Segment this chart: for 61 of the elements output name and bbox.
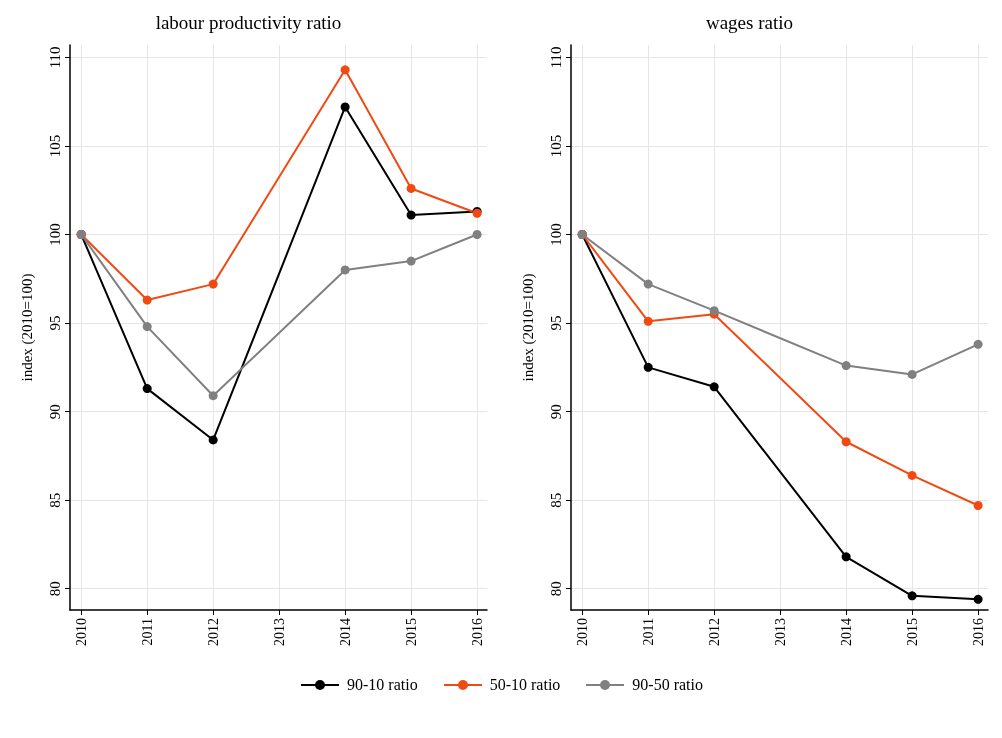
y-tick-label: 90 <box>46 404 63 420</box>
y-tick-label: 105 <box>547 134 564 158</box>
point <box>841 361 851 371</box>
point <box>208 391 218 401</box>
y-axis-title: index (2010=100) <box>519 273 537 382</box>
y-tick-label: 105 <box>46 134 63 158</box>
y-tick-label: 110 <box>46 46 63 69</box>
x-tick-label: 2011 <box>139 618 155 646</box>
legend-label: 50-10 ratio <box>489 676 561 694</box>
legend-label: 90-10 ratio <box>347 676 418 694</box>
point <box>643 362 653 372</box>
x-tick-label: 2013 <box>271 618 287 646</box>
y-axis-title: index (2010=100) <box>18 273 36 382</box>
point <box>973 339 983 349</box>
point <box>709 382 719 392</box>
legend-label: 90-50 ratio <box>632 676 703 694</box>
chart-title: labour productivity ratio <box>155 12 342 33</box>
x-tick-label: 2015 <box>904 618 920 646</box>
point <box>973 501 983 510</box>
x-tick-label: 2015 <box>403 618 419 646</box>
x-tick-label: 2014 <box>838 618 854 646</box>
y-tick-label: 85 <box>46 492 63 508</box>
y-tick-label: 90 <box>547 404 564 420</box>
y-tick-label: 95 <box>46 315 63 331</box>
x-tick-label: 2013 <box>772 618 788 646</box>
point <box>142 384 152 394</box>
point <box>340 265 350 275</box>
point <box>406 256 416 266</box>
y-tick-label: 110 <box>547 46 564 69</box>
point <box>973 594 983 604</box>
y-tick-label: 80 <box>547 581 564 597</box>
point <box>406 210 416 220</box>
point <box>472 230 482 240</box>
point <box>208 279 218 289</box>
point <box>208 435 218 445</box>
point <box>841 552 851 562</box>
x-tick-label: 2014 <box>337 618 353 646</box>
point <box>643 279 653 289</box>
point <box>643 316 653 326</box>
point <box>406 183 416 193</box>
x-tick-label: 2012 <box>706 618 722 646</box>
y-tick-label: 85 <box>547 492 564 508</box>
x-tick-label: 2016 <box>469 618 485 646</box>
point <box>907 470 917 480</box>
x-tick-label: 2010 <box>574 618 590 646</box>
point <box>340 65 350 75</box>
y-tick-label: 80 <box>46 581 63 597</box>
point <box>841 437 851 447</box>
point <box>907 591 917 601</box>
chart-title: wages ratio <box>705 12 794 33</box>
point <box>142 295 152 305</box>
point <box>907 369 917 379</box>
x-tick-label: 2016 <box>970 618 986 646</box>
point <box>340 102 350 112</box>
y-tick-label: 100 <box>547 223 564 246</box>
x-tick-label: 2012 <box>205 618 221 646</box>
x-tick-label: 2010 <box>73 618 89 646</box>
x-tick-label: 2011 <box>640 618 656 646</box>
y-tick-label: 95 <box>547 315 564 331</box>
point <box>142 322 152 332</box>
y-tick-label: 100 <box>46 223 63 246</box>
